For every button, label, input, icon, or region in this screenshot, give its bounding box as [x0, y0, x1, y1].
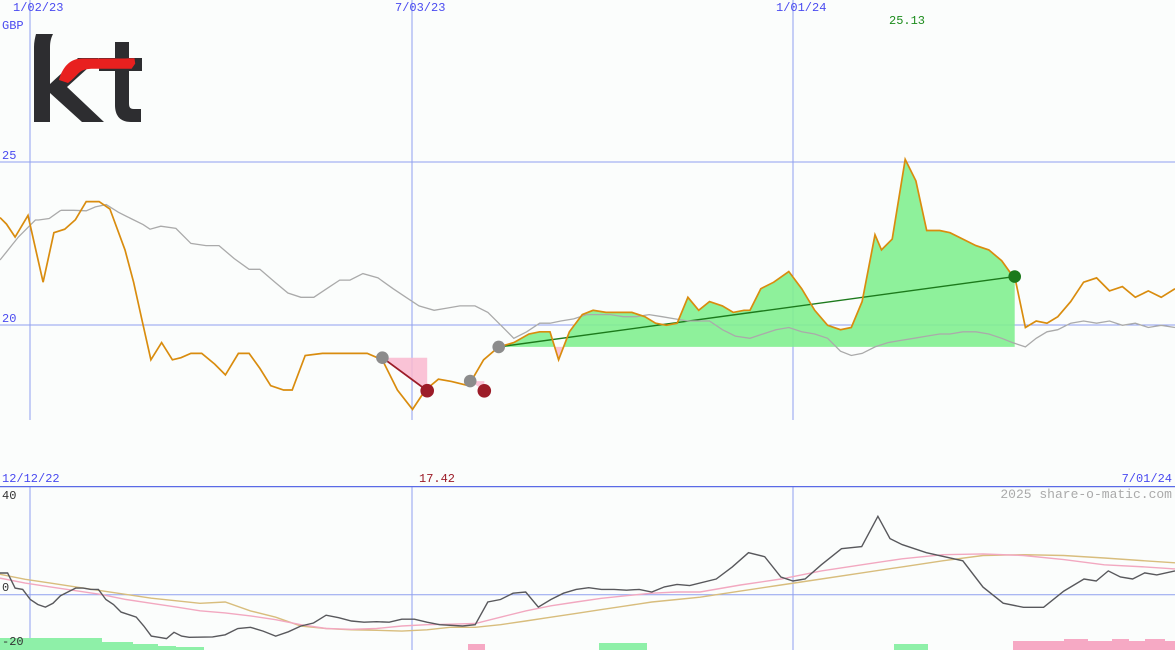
svg-text:12/12/22: 12/12/22	[2, 472, 60, 486]
svg-text:7/03/23: 7/03/23	[395, 1, 445, 15]
svg-text:25.13: 25.13	[889, 14, 925, 28]
svg-text:40: 40	[2, 489, 16, 503]
svg-text:GBP: GBP	[2, 19, 24, 33]
svg-text:2025 share-o-matic.com: 2025 share-o-matic.com	[1000, 487, 1172, 502]
svg-text:-20: -20	[2, 635, 24, 649]
svg-text:20: 20	[2, 312, 16, 326]
svg-text:7/01/24: 7/01/24	[1122, 472, 1172, 486]
svg-text:1/02/23: 1/02/23	[13, 1, 63, 15]
svg-text:25: 25	[2, 149, 16, 163]
svg-text:1/01/24: 1/01/24	[776, 1, 826, 15]
svg-text:0: 0	[2, 581, 9, 595]
svg-text:17.42: 17.42	[419, 472, 455, 486]
